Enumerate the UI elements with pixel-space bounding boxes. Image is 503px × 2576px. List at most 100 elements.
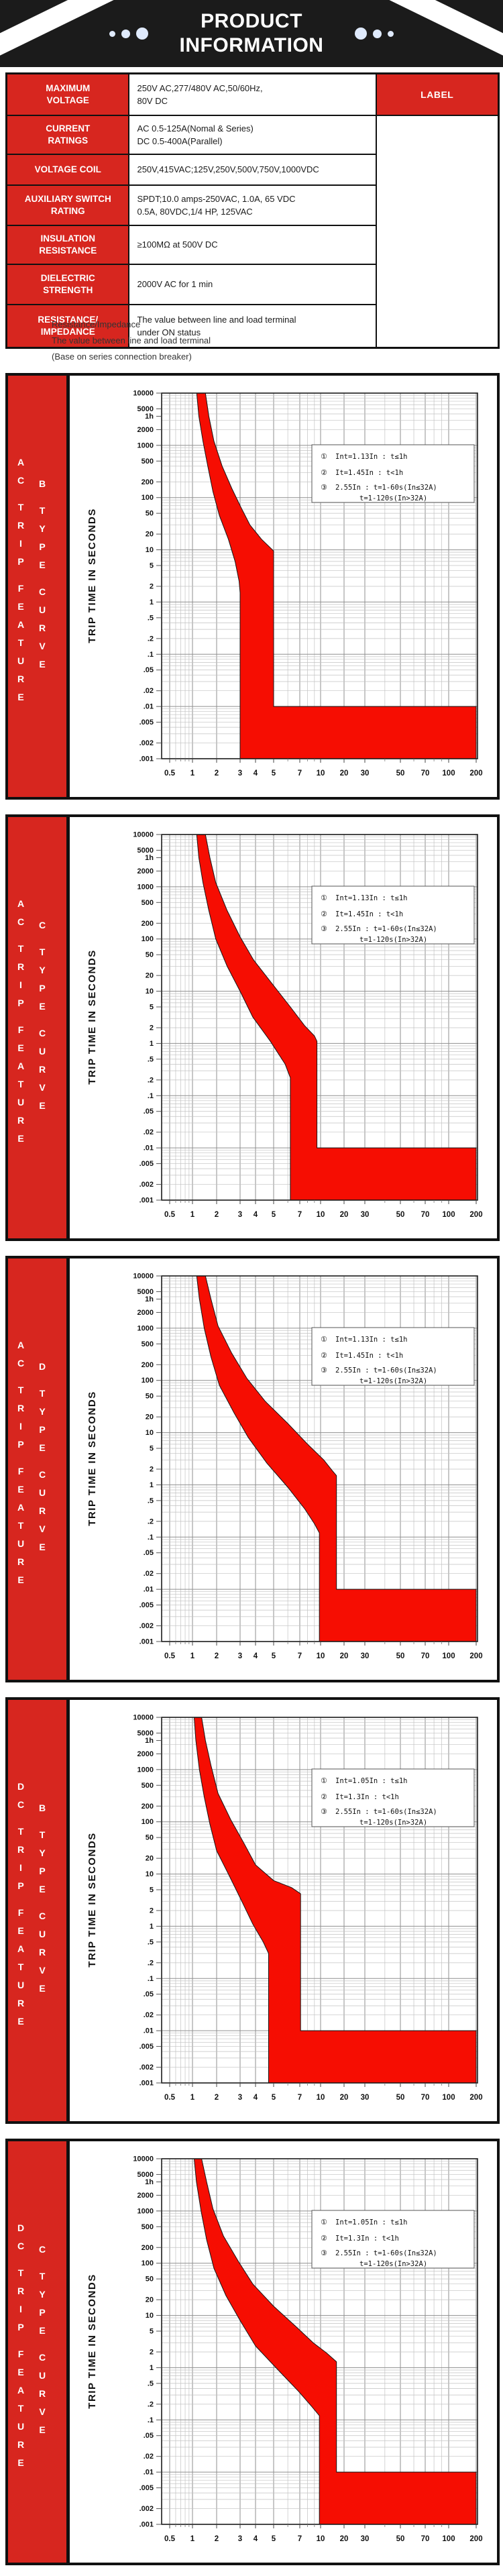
svg-text:③: ③ [321,1807,327,1816]
svg-text:2.55In : t=1-60s(In≤32A): 2.55In : t=1-60s(In≤32A) [335,925,437,933]
sidebar-letter: R [38,1064,46,1075]
svg-text:.002: .002 [139,2505,154,2513]
svg-text:4: 4 [254,769,258,777]
svg-text:20: 20 [340,2094,349,2102]
svg-text:5: 5 [272,2535,276,2543]
sidebar-letter: C [17,916,25,927]
sidebar-letter: Y [39,523,46,534]
y-axis-title: TRIP TIME IN SECONDS [87,508,98,643]
svg-text:It=1.45In : t<1h: It=1.45In : t<1h [335,1352,403,1360]
svg-text:2: 2 [215,2094,219,2102]
sidebar-letter: T [39,2271,46,2282]
spec-value: SPDT;10.0 amps-250VAC, 1.0A, 65 VDC 0.5A… [128,184,377,226]
table-row: RESISTANCE/ IMPEDANCE The value between … [5,304,499,349]
x-axis-labels: 0.5 1 2 3 4 5 7 10 20 30 50 70 100 200 [164,1200,483,1219]
x-axis-labels: 0.5 1 2 3 4 5 7 10 20 30 50 70 100 200 [164,1642,483,1660]
label-header-cell: LABEL [375,72,500,116]
y-axis-title: TRIP TIME IN SECONDS [87,949,98,1084]
dot-group-left [109,0,148,67]
svg-text:50: 50 [396,769,405,777]
chart-legend: ① Int=1.13In : t≤1h ② It=1.45In : t<1h ③ 2.55… [311,444,475,503]
svg-text:2: 2 [215,2535,219,2543]
sidebar-letter: C [38,1911,46,1921]
svg-text:100: 100 [442,2535,455,2543]
note-line: The value between line and load terminal [52,335,211,345]
svg-text:1h: 1h [145,1295,154,1303]
svg-text:200: 200 [469,2535,482,2543]
svg-text:20: 20 [146,972,154,980]
sidebar-letter: Y [39,965,46,975]
y-axis-title: TRIP TIME IN SECONDS [87,1832,98,1967]
sidebar-letter: R [17,674,25,684]
svg-text:.5: .5 [148,1497,154,1505]
svg-text:Int=1.05In : t≤1h: Int=1.05In : t≤1h [335,1777,407,1785]
svg-text:100: 100 [142,1377,154,1385]
svg-text:30: 30 [361,2094,370,2102]
svg-text:1000: 1000 [137,883,154,891]
svg-text:200: 200 [142,2244,154,2252]
sidebar-letter: I [19,1862,22,1873]
svg-text:.005: .005 [139,718,154,727]
svg-text:2000: 2000 [137,867,154,875]
svg-text:7: 7 [298,1652,302,1660]
sidebar-letter: V [39,2406,46,2417]
svg-text:1h: 1h [145,413,154,421]
x-axis-labels: 0.5 1 2 3 4 5 7 10 20 30 50 70 100 200 [164,2524,483,2543]
svg-text:3: 3 [238,769,242,777]
sidebar-letter: A [17,1502,25,1513]
sidebar-letter: E [39,1983,46,1994]
svg-text:.1: .1 [148,2416,154,2424]
svg-text:0.5: 0.5 [164,1652,176,1660]
svg-text:5000: 5000 [137,847,154,855]
svg-text:t=1-120s(In>32A): t=1-120s(In>32A) [359,936,427,944]
svg-text:1: 1 [190,769,195,777]
chart-legend: ① Int=1.05In : t≤1h ② It=1.3In : t<1h ③ 2.55I… [311,1768,475,1827]
dot [388,30,394,37]
sidebar-letter: E [17,1925,24,1936]
spec-value: 250V,415VAC;125V,250V,500V,750V,1000VDC [128,154,377,186]
sidebar-letter: E [39,659,46,669]
svg-text:10: 10 [146,1429,154,1437]
svg-text:1: 1 [150,1923,154,1931]
svg-text:30: 30 [361,2535,370,2543]
svg-text:3: 3 [238,1211,242,1219]
svg-text:10000: 10000 [133,831,154,839]
svg-text:10000: 10000 [133,390,154,398]
sidebar-letter: P [17,1880,24,1891]
sidebar-letter: P [39,2307,46,2318]
sidebar-letter: U [17,1980,25,1990]
svg-text:70: 70 [421,1652,430,1660]
spec-label: CURRENT RATINGS [5,115,130,155]
svg-text:50: 50 [146,1834,154,1842]
svg-text:②: ② [321,468,327,477]
spec-label: DIELECTRIC STRENGTH [5,264,130,305]
sidebar-letter: U [38,2370,46,2381]
x-axis-labels: 0.5 1 2 3 4 5 7 10 20 30 50 70 100 200 [164,2083,483,2102]
table-row: INSULATION RESISTANCE ≥100MΩ at 500V DC [5,225,499,265]
svg-text:.001: .001 [139,1638,154,1646]
sidebar-letter: T [17,2267,24,2278]
svg-text:.01: .01 [144,2469,154,2477]
svg-text:200: 200 [469,769,482,777]
svg-text:.01: .01 [144,703,154,711]
svg-text:Int=1.13In : t≤1h: Int=1.13In : t≤1h [335,453,407,461]
svg-text:1000: 1000 [137,1766,154,1774]
chart-legend: ① Int=1.13In : t≤1h ② It=1.45In : t<1h ③ 2.55… [311,885,475,945]
svg-text:20: 20 [340,2535,349,2543]
plot-frame [161,1717,478,2084]
svg-text:.1: .1 [148,1534,154,1542]
sidebar-letter: T [17,1962,24,1972]
svg-text:5000: 5000 [137,2171,154,2179]
trip-band-area [193,2158,477,2525]
svg-text:100: 100 [142,2259,154,2267]
svg-text:30: 30 [361,1211,370,1219]
sidebar-letter: E [39,1884,46,1894]
svg-text:2000: 2000 [137,1309,154,1317]
sidebar-letter: T [39,1388,46,1399]
sidebar-letter: F [17,1907,24,1918]
sidebar-letter: U [17,2421,25,2432]
